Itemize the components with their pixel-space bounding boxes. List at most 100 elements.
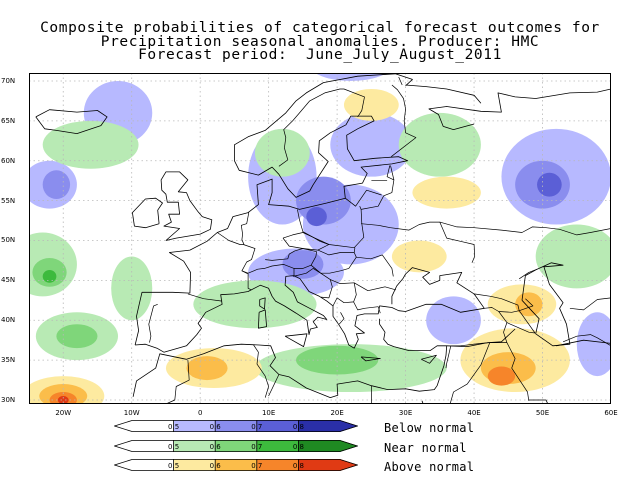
country-border — [240, 212, 250, 245]
country-border — [293, 268, 333, 299]
lat-label: 65N — [1, 116, 16, 125]
above-colorbar-segment — [256, 459, 299, 471]
coastlines — [35, 73, 611, 404]
map-title: Composite probabilities of categorical f… — [0, 20, 640, 63]
legend-tick-label: 0.7 — [251, 443, 263, 451]
anomaly-region-near-05 — [111, 256, 153, 321]
forecast-map — [29, 73, 611, 404]
anomaly-region-above-05 — [391, 240, 447, 273]
near-colorbar-segment — [298, 440, 341, 452]
below-colorbar-segment — [215, 420, 258, 432]
below-colorbar-segment — [132, 420, 174, 432]
near-colorbar-segment — [132, 440, 174, 452]
lat-label: 35N — [1, 356, 16, 365]
anomaly-region-near-05 — [193, 280, 317, 329]
coastline — [360, 356, 381, 362]
near-colorbar-segment — [215, 440, 258, 452]
near-normal-colorbar — [114, 440, 358, 452]
country-border — [390, 165, 395, 180]
map-border — [29, 73, 611, 404]
coastline — [405, 84, 482, 104]
below-colorbar-right-tip — [340, 420, 358, 432]
anomaly-region-below-07 — [306, 206, 327, 227]
lon-label: 0 — [197, 409, 203, 417]
coastline — [521, 262, 571, 347]
country-border — [506, 342, 530, 401]
anomaly-region-below-06 — [42, 170, 71, 200]
legend-tick-label: 0.8 — [292, 423, 304, 431]
near-colorbar-outline — [114, 440, 358, 452]
anomaly-region-above-05 — [343, 88, 399, 121]
lat-label: 70N — [1, 76, 16, 85]
country-border — [241, 264, 295, 276]
anomaly-region-below-05 — [315, 73, 387, 81]
below-colorbar-segment — [298, 420, 341, 432]
anomaly-region-near-05 — [398, 112, 481, 177]
map-canvas — [29, 73, 611, 404]
above-colorbar-segment — [173, 459, 216, 471]
lon-label: 10W — [123, 409, 140, 417]
country-border — [506, 298, 536, 334]
title-line-3: Forecast period: June_July_August_2011 — [138, 47, 502, 63]
lat-label: 40N — [1, 316, 16, 325]
near-colorbar-segment — [173, 440, 216, 452]
lon-label: 20E — [330, 409, 344, 417]
above-colorbar-segment — [215, 459, 258, 471]
below-colorbar-segment — [173, 420, 216, 432]
country-border — [317, 247, 356, 256]
below-normal-label: Below normal — [384, 421, 475, 435]
above-colorbar-segment — [298, 459, 341, 471]
coastline — [132, 197, 163, 229]
lon-label: 30E — [398, 409, 413, 417]
anomaly-regions — [29, 73, 611, 404]
legend-tick-label: 0.5 — [168, 423, 180, 431]
coastline — [257, 309, 268, 329]
anomaly-region-above-08 — [57, 396, 69, 404]
legend-tick-label: 0.6 — [209, 462, 221, 470]
anomaly-region-near-05 — [42, 120, 139, 169]
lat-label: 55N — [1, 196, 16, 205]
anomaly-region-below-05 — [426, 296, 481, 345]
coastline — [428, 88, 611, 130]
country-border — [268, 374, 280, 397]
lat-label: 60N — [1, 156, 16, 165]
above-colorbar-right-tip — [340, 459, 358, 471]
coastline — [421, 354, 437, 364]
country-border — [398, 76, 403, 86]
near-colorbar-left-tip — [114, 440, 132, 452]
near-normal-label: Near normal — [384, 441, 467, 455]
anomaly-region-below-06 — [282, 250, 324, 279]
country-borders — [148, 76, 611, 404]
below-colorbar-outline — [114, 420, 358, 432]
country-border — [338, 312, 345, 325]
title-line-1: Composite probabilities of categorical f… — [40, 20, 600, 36]
country-border — [148, 303, 158, 343]
country-border — [253, 344, 269, 398]
coastline — [160, 171, 213, 241]
country-border — [445, 345, 452, 369]
country-border — [390, 84, 417, 157]
above-colorbar-segment — [132, 459, 174, 471]
anomaly-region-above-06 — [186, 356, 228, 381]
country-border — [187, 293, 223, 302]
anomaly-region-above-06 — [515, 292, 543, 317]
legend-tick-label: 0.8 — [292, 462, 304, 470]
above-colorbar-left-tip — [114, 459, 132, 471]
country-border — [439, 221, 611, 236]
lon-label: 50E — [535, 409, 550, 417]
country-border — [278, 88, 365, 167]
coastline — [284, 333, 308, 348]
lon-label: 60E — [604, 409, 618, 417]
lat-label: 30N — [1, 396, 16, 404]
legend-tick-label: 0.7 — [251, 423, 263, 431]
anomaly-region-below-05 — [330, 112, 413, 177]
anomaly-region-below-07 — [537, 172, 562, 197]
coastline — [528, 399, 549, 404]
coastline — [132, 318, 448, 399]
country-border — [165, 360, 190, 404]
anomaly-region-above-05 — [412, 176, 481, 209]
anomaly-region-near-05 — [254, 128, 310, 177]
country-border — [569, 297, 611, 311]
lon-label: 10E — [261, 409, 276, 417]
coastline — [556, 339, 611, 353]
